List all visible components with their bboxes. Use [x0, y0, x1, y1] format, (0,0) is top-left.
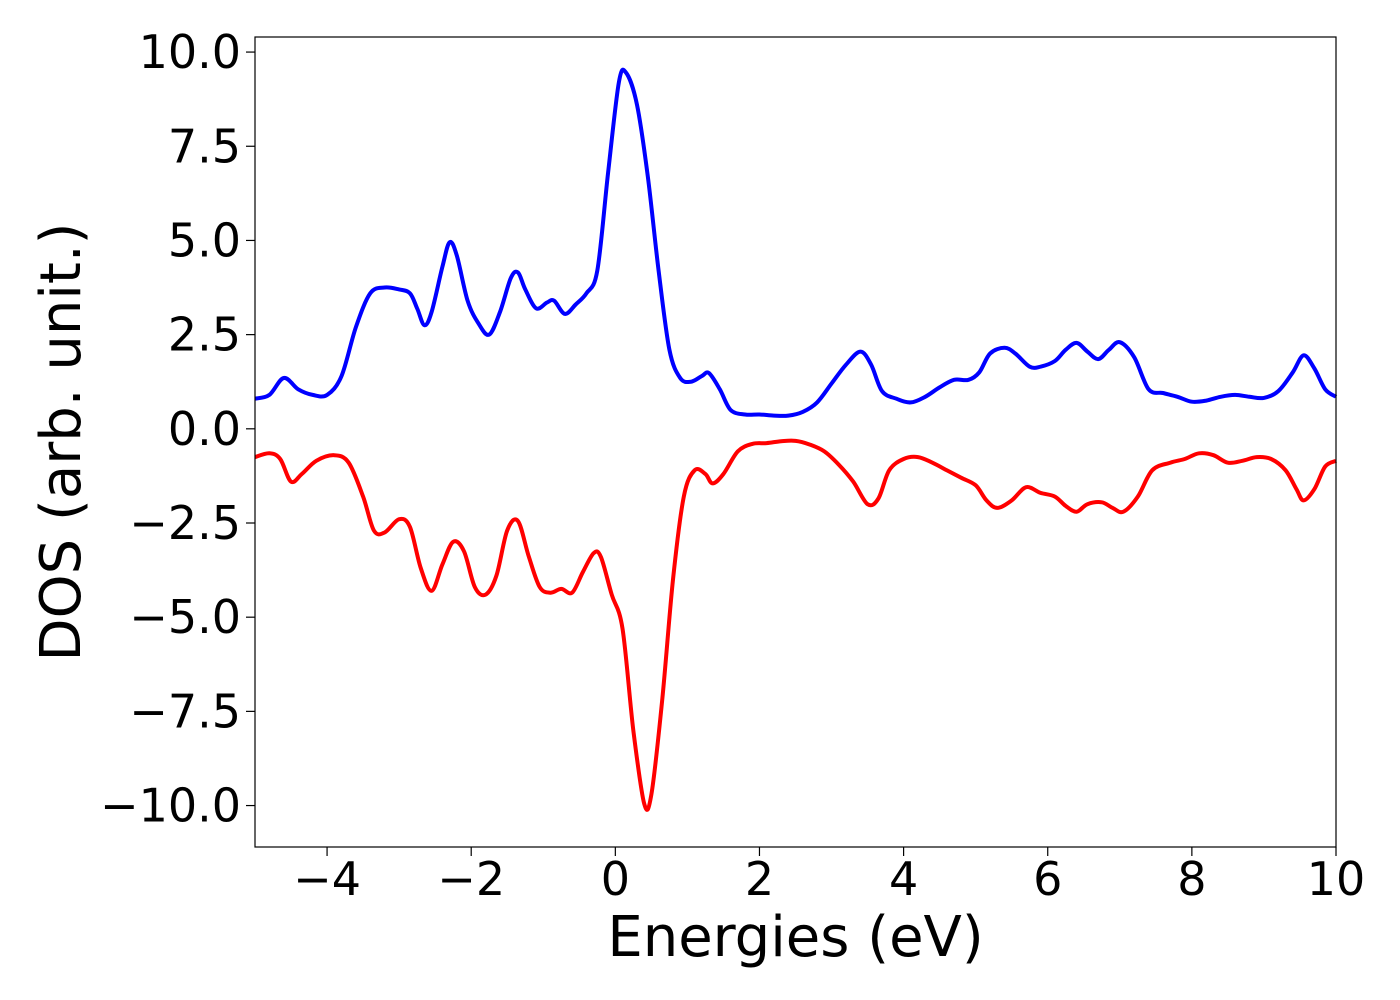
series-layer	[254, 67, 1338, 812]
y-tick-label: −5.0	[129, 590, 241, 644]
x-tick-label: 4	[889, 852, 918, 906]
series-line-1	[254, 438, 1337, 812]
x-tick-label: −4	[293, 852, 361, 906]
x-tick-label: 8	[1177, 852, 1206, 906]
y-axis: 10.0 7.5 5.0 2.5 0.0 −2.5 −5.0 −7.5 −10.0	[100, 25, 255, 833]
x-tick-label: 2	[745, 852, 774, 906]
y-tick-label: 2.5	[168, 308, 241, 362]
series-line-0	[254, 67, 1338, 418]
x-axis: −4 −2 0 2 4 6 8 10	[293, 847, 1365, 906]
y-axis-label: DOS (arb. unit.)	[29, 222, 94, 661]
y-tick-label: 0.0	[168, 402, 241, 456]
x-tick-label: 6	[1033, 852, 1062, 906]
y-tick-label: −10.0	[100, 779, 241, 833]
x-tick-label: 10	[1307, 852, 1366, 906]
x-tick-label: 0	[601, 852, 630, 906]
x-axis-label: Energies (eV)	[607, 905, 983, 970]
y-tick-label: −2.5	[129, 496, 241, 550]
y-tick-label: −7.5	[129, 684, 241, 738]
x-tick-label: −2	[437, 852, 505, 906]
plot-frame	[254, 36, 1337, 848]
y-tick-label: 5.0	[168, 213, 241, 267]
y-tick-label: 7.5	[168, 119, 241, 173]
y-tick-label: 10.0	[139, 25, 241, 79]
